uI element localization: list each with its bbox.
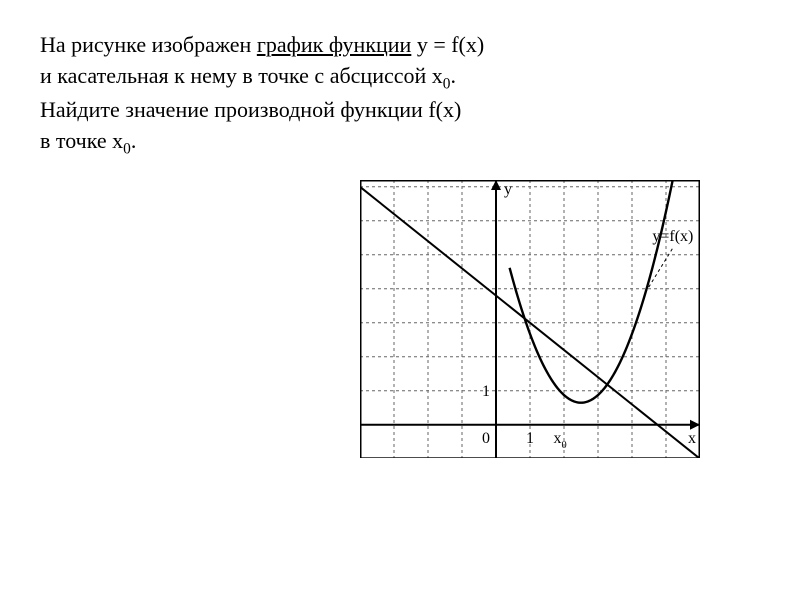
problem-statement: На рисунке изображен график функции y = … [40,30,720,160]
function-graph: yx011x0y=f(x) [360,180,700,459]
text-prefix: На рисунке изображен [40,32,257,57]
svg-text:y=f(x): y=f(x) [652,228,693,245]
text-sub2: 0 [123,140,131,157]
graph-svg: yx011x0y=f(x) [360,180,700,459]
svg-text:x: x [688,429,696,446]
text-line3: Найдите значение производной функции f(x… [40,97,461,122]
svg-text:1: 1 [526,429,534,446]
text-line2-suffix: . [450,63,456,88]
text-line4: в точке x [40,128,123,153]
text-line2: и касательная к нему в точке с абсциссой… [40,63,443,88]
text-suffix: y = f(x) [411,32,484,57]
text-underlined: график функции [257,32,412,57]
svg-text:1: 1 [482,382,490,399]
svg-text:0: 0 [482,429,490,446]
text-line4-suffix: . [131,128,137,153]
chart-container: yx011x0y=f(x) [40,180,760,459]
svg-text:y: y [504,180,512,197]
